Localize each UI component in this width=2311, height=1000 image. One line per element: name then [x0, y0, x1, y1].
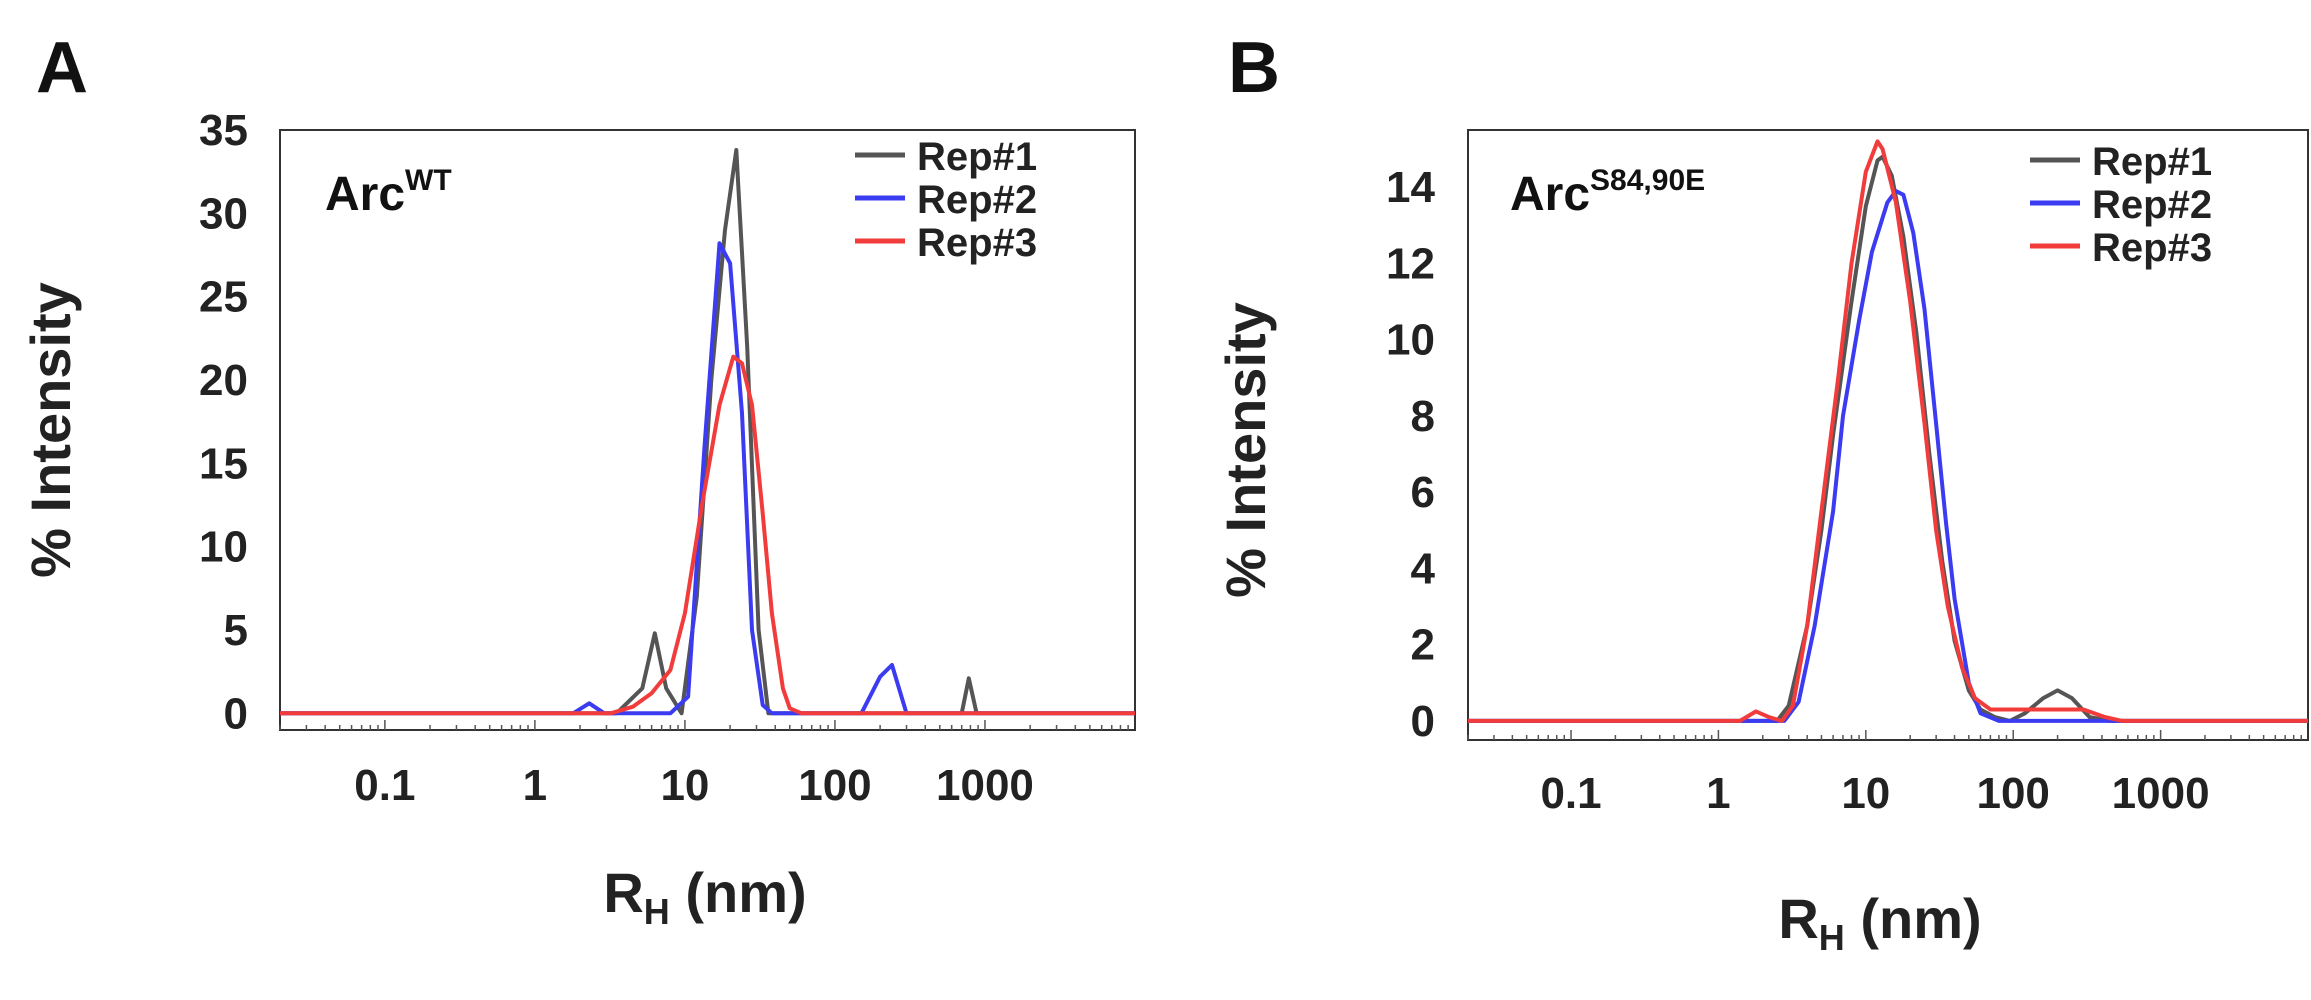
panel-b-plot-frame [1467, 129, 2309, 741]
panel-b-ytick-0: 0 [1411, 697, 1435, 746]
panel-b-sample-label: ArcS84,90E [1510, 164, 1705, 221]
panel-a-series-rep3 [280, 354, 1135, 716]
panel-b-y-tick-labels: 0 2 4 6 8 10 12 14 [1386, 163, 1435, 746]
panel-a-legend-label-rep1: Rep#1 [917, 135, 1037, 179]
panel-b-series-rep2 [1468, 189, 2308, 723]
panel-a-ytick-5: 5 [224, 606, 248, 655]
panel-a-xtick-1: 1 [523, 761, 547, 810]
panel-a-sample-label: ArcWT [325, 164, 452, 221]
panel-a-ytick-35: 35 [199, 106, 248, 155]
panel-b-series-rep3 [1468, 139, 2308, 723]
panel-b-legend-label-rep1: Rep#1 [2092, 140, 2212, 184]
panel-b-xtick-1: 1 [1706, 769, 1730, 818]
panel-a-x-tick-labels: 0.1 1 10 100 1000 [354, 761, 1034, 810]
panel-b-ytick-12: 12 [1386, 239, 1435, 288]
panel-a-ytick-10: 10 [199, 523, 248, 572]
panel-b-legend-label-rep2: Rep#2 [2092, 183, 2212, 227]
panel-b-xtick-10: 10 [1841, 769, 1890, 818]
panel-a-xtick-0.1: 0.1 [354, 761, 415, 810]
panel-b-ytick-8: 8 [1411, 392, 1435, 441]
panel-b-series [1468, 139, 2308, 723]
panel-a-legend-label-rep2: Rep#2 [917, 178, 1037, 222]
panel-a-ytick-0: 0 [224, 689, 248, 738]
panel-a-ytick-30: 30 [199, 189, 248, 238]
panel-b-ytick-6: 6 [1411, 468, 1435, 517]
panel-a-xtick-1000: 1000 [936, 761, 1034, 810]
panel-a-ytick-20: 20 [199, 356, 248, 405]
panel-a-series-rep1 [280, 148, 1135, 716]
panel-b-minor-ticks [1467, 730, 2303, 740]
panel-a-ytick-25: 25 [199, 273, 248, 322]
panel-b-x-tick-labels: 0.1 1 10 100 1000 [1540, 769, 2209, 818]
panel-b-legend-label-rep3: Rep#3 [2092, 226, 2212, 270]
panel-b-letter: B [1228, 28, 1280, 108]
panel-b-xtick-0.1: 0.1 [1540, 769, 1601, 818]
panel-b-xtick-100: 100 [1976, 769, 2049, 818]
panel-b-ytick-2: 2 [1411, 621, 1435, 670]
panel-b-ytick-10: 10 [1386, 316, 1435, 365]
panel-a-legend-label-rep3: Rep#3 [917, 221, 1037, 265]
panel-a-y-axis-title: % Intensity [19, 282, 82, 578]
panel-b: B ArcS84,90E 0 2 4 6 8 10 12 14 0.1 1 10… [1214, 28, 2309, 958]
panel-a-x-axis-title: RH (nm) [603, 861, 806, 932]
panel-b-legend: Rep#1 Rep#2 Rep#3 [2030, 140, 2212, 270]
panel-a-plot-frame [279, 129, 1136, 731]
panel-b-y-axis-title: % Intensity [1214, 302, 1277, 598]
panel-b-ytick-14: 14 [1386, 163, 1435, 212]
panel-b-xtick-1000: 1000 [2112, 769, 2210, 818]
panel-a-ytick-15: 15 [199, 439, 248, 488]
panel-a-letter: A [36, 28, 88, 108]
panel-a-legend: Rep#1 Rep#2 Rep#3 [855, 135, 1037, 265]
panel-a-xtick-100: 100 [798, 761, 871, 810]
panel-a: A ArcWT 0 5 10 15 20 25 30 35 0.1 1 10 1… [19, 28, 1136, 932]
panel-b-x-axis-title: RH (nm) [1778, 887, 1981, 958]
panel-a-minor-ticks [279, 720, 1129, 730]
panel-a-series [280, 148, 1135, 716]
panel-a-xtick-10: 10 [660, 761, 709, 810]
panel-b-ytick-4: 4 [1411, 544, 1436, 593]
panel-a-y-tick-labels: 0 5 10 15 20 25 30 35 [199, 106, 248, 738]
